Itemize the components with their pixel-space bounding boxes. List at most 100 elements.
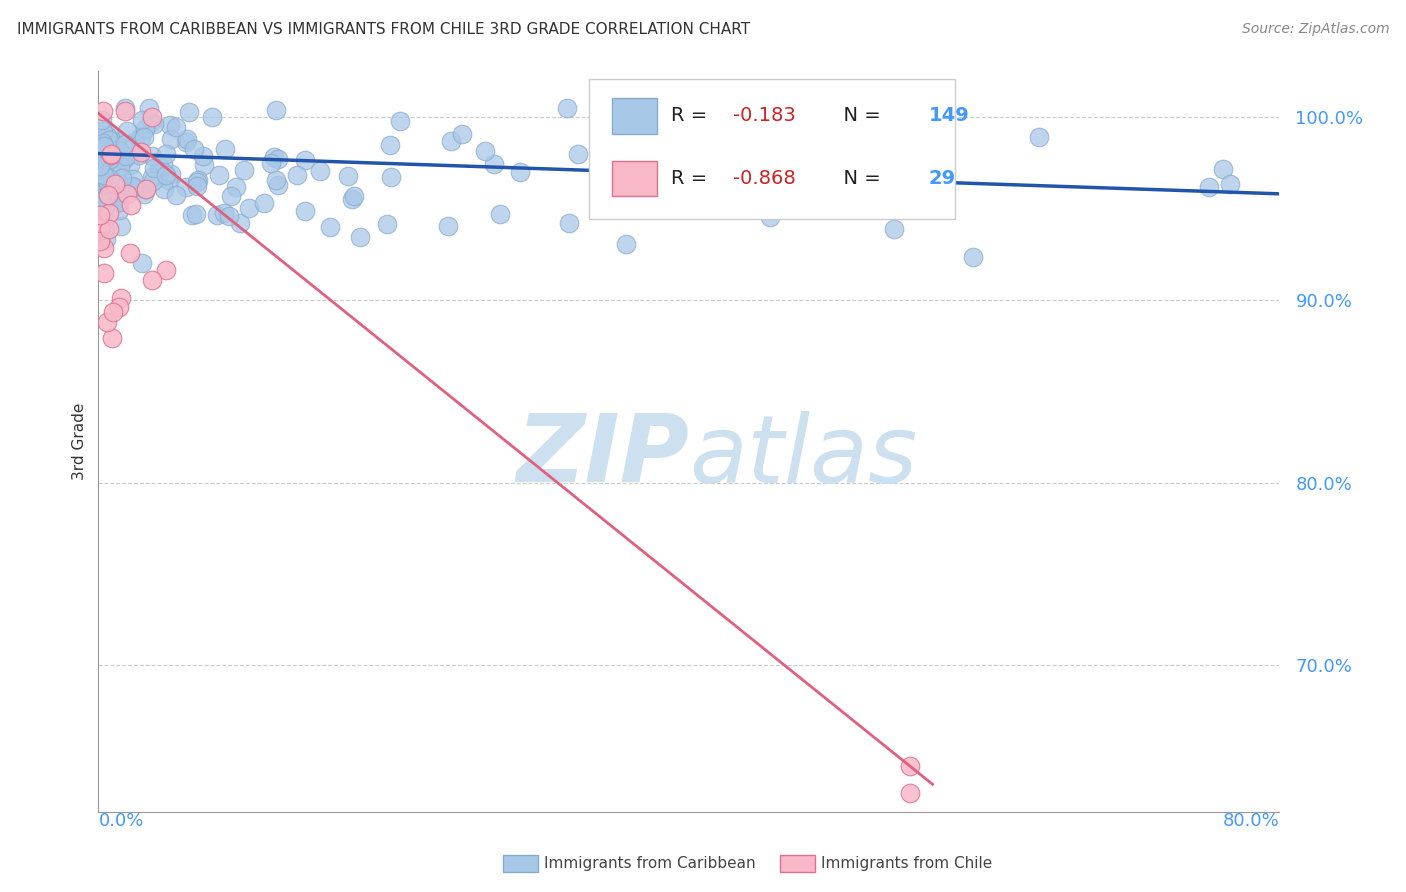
Point: [98, 133, 121, 147]
Text: 29: 29: [929, 169, 956, 188]
Point: [108, 202, 131, 217]
Point: [98, 150, 121, 164]
Point: [769, 159, 792, 173]
Point: [152, 156, 174, 170]
Point: [294, 204, 316, 219]
Point: [380, 137, 402, 152]
Point: [900, 759, 922, 773]
Point: [233, 162, 256, 177]
Point: [96, 173, 118, 187]
Point: [744, 176, 766, 190]
Point: [567, 147, 589, 161]
Text: 149: 149: [929, 106, 970, 125]
Point: [337, 169, 360, 183]
Point: [110, 219, 132, 233]
Point: [962, 251, 984, 265]
Point: [97, 206, 120, 220]
Point: [94, 232, 117, 246]
Text: N =: N =: [831, 169, 887, 188]
Point: [488, 207, 510, 221]
Point: [117, 186, 139, 201]
Point: [114, 137, 136, 152]
Point: [134, 181, 156, 195]
Point: [141, 149, 163, 163]
Point: [93, 267, 115, 281]
Point: [101, 194, 124, 208]
Point: [101, 151, 124, 165]
Point: [191, 149, 214, 163]
Text: atlas: atlas: [689, 411, 917, 502]
Point: [186, 178, 208, 193]
Point: [110, 178, 132, 192]
Point: [205, 208, 228, 222]
Point: [100, 156, 122, 170]
Point: [121, 178, 143, 193]
Text: Immigrants from Caribbean: Immigrants from Caribbean: [544, 856, 756, 871]
Point: [340, 192, 363, 206]
Text: N =: N =: [831, 106, 887, 125]
Point: [121, 171, 143, 186]
Point: [155, 168, 177, 182]
Point: [176, 132, 198, 146]
Point: [148, 160, 170, 174]
Point: [91, 103, 114, 118]
Point: [91, 216, 114, 230]
Point: [96, 128, 118, 143]
Point: [900, 787, 922, 801]
Text: Source: ZipAtlas.com: Source: ZipAtlas.com: [1241, 22, 1389, 37]
Point: [174, 180, 197, 194]
Point: [118, 158, 141, 172]
Point: [733, 189, 755, 203]
Point: [264, 173, 287, 187]
Point: [107, 143, 129, 157]
Point: [267, 178, 290, 193]
Point: [105, 135, 128, 149]
Point: [260, 156, 283, 170]
Point: [160, 167, 183, 181]
Point: [380, 170, 402, 185]
Point: [1212, 162, 1234, 177]
Point: [143, 117, 166, 131]
Point: [759, 210, 782, 224]
Point: [141, 273, 163, 287]
Text: 0.0%: 0.0%: [98, 812, 143, 830]
Point: [98, 127, 121, 141]
Point: [128, 147, 150, 161]
Point: [134, 186, 156, 201]
Point: [157, 173, 180, 187]
Point: [97, 178, 120, 193]
Point: [308, 164, 330, 178]
Y-axis label: 3rd Grade: 3rd Grade: [72, 403, 87, 480]
Point: [129, 145, 152, 160]
Point: [787, 162, 810, 177]
Point: [94, 191, 117, 205]
Point: [93, 169, 115, 184]
Point: [129, 130, 152, 145]
Point: [100, 159, 122, 173]
Point: [174, 135, 197, 149]
Point: [110, 291, 132, 305]
Point: [238, 202, 260, 216]
Point: [141, 114, 163, 128]
Point: [160, 132, 183, 146]
Point: [89, 208, 111, 222]
Point: [294, 153, 316, 167]
Point: [90, 191, 112, 205]
FancyBboxPatch shape: [612, 98, 657, 134]
Point: [155, 263, 177, 277]
Point: [93, 168, 115, 182]
Point: [165, 120, 187, 135]
Point: [214, 142, 236, 156]
Point: [450, 128, 472, 142]
Text: -0.868: -0.868: [733, 169, 796, 188]
Point: [134, 122, 156, 136]
Point: [181, 208, 204, 222]
Point: [141, 169, 163, 184]
Point: [187, 172, 209, 186]
Point: [89, 219, 111, 233]
Point: [108, 159, 131, 173]
Point: [100, 144, 122, 158]
Point: [389, 113, 412, 128]
Point: [179, 105, 201, 120]
Point: [883, 222, 905, 236]
